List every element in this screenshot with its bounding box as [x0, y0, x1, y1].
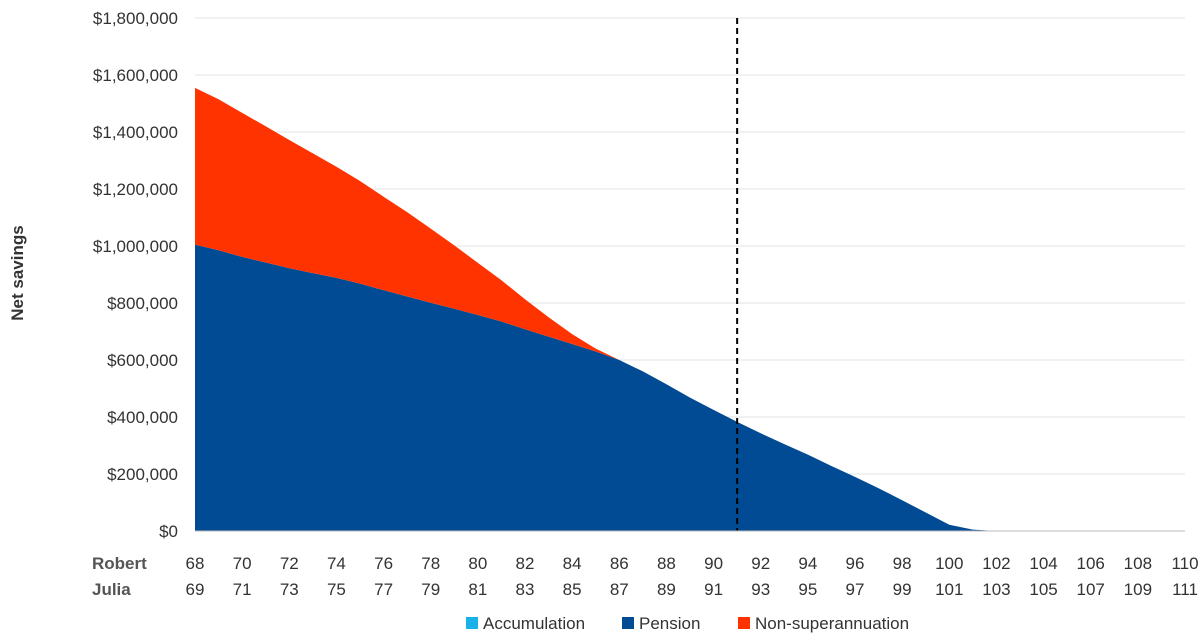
x-tick-label: 70	[233, 554, 252, 573]
x-tick-label: 83	[516, 580, 535, 599]
y-tick-label: $600,000	[107, 351, 178, 370]
x-tick-label: 79	[421, 580, 440, 599]
x-tick-label: 104	[1029, 554, 1057, 573]
y-tick-label: $1,200,000	[93, 180, 178, 199]
x-tick-label: 87	[610, 580, 629, 599]
x-tick-label: 110	[1171, 554, 1198, 573]
legend-swatch-non-superannuation	[738, 617, 750, 629]
x-tick-label: 106	[1077, 554, 1105, 573]
y-tick-label: $200,000	[107, 465, 178, 484]
legend-label-non-superannuation: Non-superannuation	[755, 614, 909, 633]
x-tick-label: 73	[280, 580, 299, 599]
legend-label-pension: Pension	[639, 614, 700, 633]
y-axis-tick-labels: $0 $200,000 $400,000 $600,000 $800,000 $1,000…	[93, 9, 178, 541]
x-tick-label: 98	[893, 554, 912, 573]
row-label-julia: Julia	[92, 580, 131, 599]
y-tick-label: $400,000	[107, 408, 178, 427]
row-label-robert: Robert	[92, 554, 147, 573]
x-tick-label: 89	[657, 580, 676, 599]
x-tick-label: 108	[1124, 554, 1152, 573]
stacked-areas	[195, 87, 1185, 531]
x-tick-label: 107	[1077, 580, 1105, 599]
y-tick-label: $1,000,000	[93, 237, 178, 256]
y-tick-label: $1,600,000	[93, 66, 178, 85]
x-tick-label: 86	[610, 554, 629, 573]
x-tick-label: 68	[186, 554, 205, 573]
y-tick-label: $1,800,000	[93, 9, 178, 28]
x-tick-label: 76	[374, 554, 393, 573]
x-tick-label: 85	[563, 580, 582, 599]
x-tick-label: 93	[751, 580, 770, 599]
y-tick-label: $800,000	[107, 294, 178, 313]
x-axis-tick-rows: Robert 68 70 72 74 76 78 80 82 84 86 88 90 92 94 96 98 10…	[92, 554, 1199, 599]
y-axis-title: Net savings	[8, 225, 27, 320]
x-tick-label: 105	[1029, 580, 1057, 599]
x-tick-label: 80	[468, 554, 487, 573]
x-tick-label: 91	[704, 580, 723, 599]
x-tick-label: 72	[280, 554, 299, 573]
legend-swatch-pension	[622, 617, 634, 629]
legend-swatch-accumulation	[466, 617, 478, 629]
x-tick-label: 74	[327, 554, 346, 573]
y-tick-label: $0	[159, 522, 178, 541]
x-tick-label: 78	[421, 554, 440, 573]
x-tick-label: 90	[704, 554, 723, 573]
x-tick-label: 92	[751, 554, 770, 573]
x-tick-label: 109	[1124, 580, 1152, 599]
legend: Accumulation Pension Non-superannuation	[466, 614, 909, 633]
x-tick-label: 81	[468, 580, 487, 599]
x-tick-label: 75	[327, 580, 346, 599]
legend-label-accumulation: Accumulation	[483, 614, 585, 633]
x-tick-label: 95	[798, 580, 817, 599]
x-tick-label: 88	[657, 554, 676, 573]
x-tick-label: 84	[563, 554, 582, 573]
x-tick-label: 96	[846, 554, 865, 573]
x-tick-label: 99	[893, 580, 912, 599]
y-tick-label: $1,400,000	[93, 123, 178, 142]
x-tick-label: 102	[982, 554, 1010, 573]
x-tick-label: 97	[846, 580, 865, 599]
x-tick-label: 77	[374, 580, 393, 599]
x-tick-label: 94	[798, 554, 817, 573]
x-tick-label: 69	[186, 580, 205, 599]
x-tick-label: 101	[935, 580, 963, 599]
x-tick-label: 100	[935, 554, 963, 573]
x-tick-label: 82	[516, 554, 535, 573]
area-pension	[195, 244, 1185, 531]
x-tick-label: 103	[982, 580, 1010, 599]
x-tick-label: 111	[1172, 580, 1198, 599]
x-tick-label: 71	[233, 580, 252, 599]
